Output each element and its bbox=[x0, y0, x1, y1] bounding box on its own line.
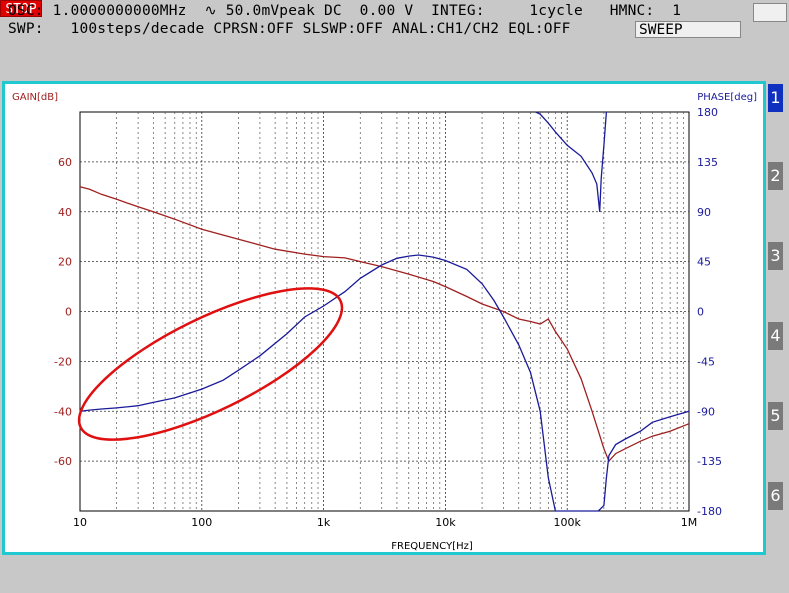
x-tick-label: 10 bbox=[73, 516, 87, 529]
phase-tick-label: 45 bbox=[697, 256, 711, 269]
gain-tick-label: -60 bbox=[54, 455, 72, 468]
x-tick-label: 10k bbox=[435, 516, 456, 529]
phase-tick-label: -90 bbox=[697, 405, 715, 418]
phase-tick-label: 135 bbox=[697, 156, 718, 169]
x-tick-label: 100 bbox=[191, 516, 212, 529]
phase-axis-label: PHASE[deg] bbox=[697, 92, 757, 103]
phase-tick-label: 180 bbox=[697, 106, 718, 119]
phase-tick-label: 0 bbox=[697, 306, 704, 319]
phase-tick-label: -135 bbox=[697, 455, 722, 468]
gain-tick-label: -40 bbox=[54, 405, 72, 418]
gain-axis-label: GAIN[dB] bbox=[12, 92, 58, 103]
gain-tick-label: -20 bbox=[54, 355, 72, 368]
chart-frame bbox=[2, 81, 766, 555]
tab-6[interactable]: 6 bbox=[768, 482, 783, 510]
x-axis-label: FREQUENCY[Hz] bbox=[391, 541, 473, 552]
x-tick-label: 100k bbox=[554, 516, 582, 529]
x-tick-label: 1M bbox=[681, 516, 698, 529]
phase-tick-label: -180 bbox=[697, 505, 722, 518]
phase-line bbox=[79, 254, 690, 512]
header-line-1: OSC: 1.0000000000MHz ∿ 50.0mVpeak DC 0.0… bbox=[8, 3, 682, 19]
gain-tick-label: 20 bbox=[58, 256, 72, 269]
sweep-button[interactable]: SWEEP bbox=[635, 21, 741, 38]
hmnc-box[interactable] bbox=[753, 3, 787, 22]
phase-wrapped-line bbox=[535, 111, 608, 212]
tab-5[interactable]: 5 bbox=[768, 402, 783, 430]
tab-4[interactable]: 4 bbox=[768, 322, 783, 350]
stop-button[interactable]: STOP bbox=[0, 0, 42, 17]
x-tick-label: 1k bbox=[317, 516, 331, 529]
header-line-2: SWP: 100steps/decade CPRSN:OFF SLSWP:OFF… bbox=[8, 21, 571, 37]
gain-tick-label: 40 bbox=[58, 206, 72, 219]
gain-tick-label: 0 bbox=[65, 306, 72, 319]
phase-tick-label: 90 bbox=[697, 206, 711, 219]
tab-2[interactable]: 2 bbox=[768, 162, 783, 190]
gain-line bbox=[79, 186, 690, 463]
highlight-ellipse bbox=[77, 287, 344, 441]
gain-tick-label: 60 bbox=[58, 156, 72, 169]
phase-tick-label: -45 bbox=[697, 355, 715, 368]
tab-1[interactable]: 1 bbox=[768, 84, 783, 112]
tab-3[interactable]: 3 bbox=[768, 242, 783, 270]
